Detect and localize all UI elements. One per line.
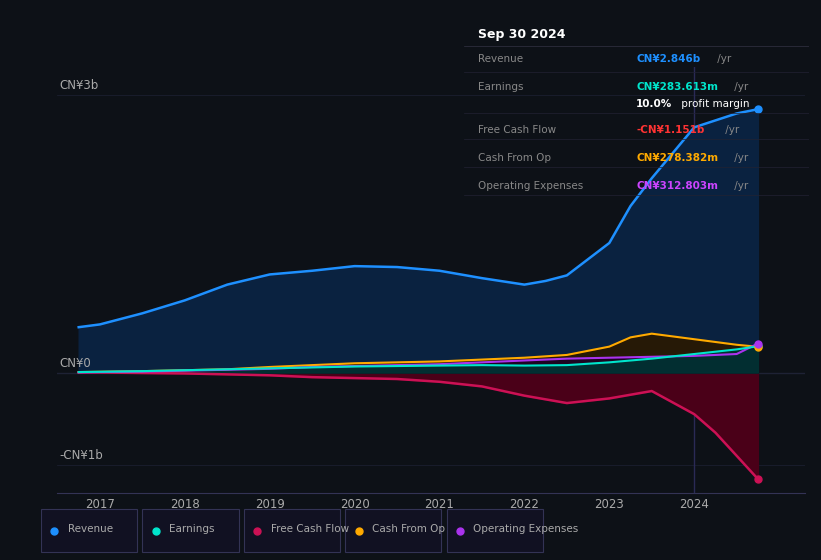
Text: CN¥278.382m: CN¥278.382m (636, 153, 718, 163)
Text: 10.0%: 10.0% (636, 100, 672, 110)
Text: CN¥312.803m: CN¥312.803m (636, 181, 718, 191)
Text: CN¥283.613m: CN¥283.613m (636, 82, 718, 92)
Text: profit margin: profit margin (677, 100, 749, 110)
Text: Free Cash Flow: Free Cash Flow (478, 125, 556, 136)
Text: CN¥3b: CN¥3b (59, 79, 99, 92)
Text: -CN¥1.151b: -CN¥1.151b (636, 125, 704, 136)
Text: Free Cash Flow: Free Cash Flow (271, 524, 349, 534)
Text: CN¥0: CN¥0 (59, 357, 91, 370)
Text: /yr: /yr (731, 181, 749, 191)
Text: /yr: /yr (731, 153, 749, 163)
Text: /yr: /yr (722, 125, 740, 136)
FancyBboxPatch shape (143, 509, 239, 552)
Text: -CN¥1b: -CN¥1b (59, 449, 103, 462)
Text: CN¥2.846b: CN¥2.846b (636, 54, 700, 64)
FancyBboxPatch shape (41, 509, 137, 552)
Text: Revenue: Revenue (478, 54, 523, 64)
Text: /yr: /yr (713, 54, 732, 64)
Text: Sep 30 2024: Sep 30 2024 (478, 28, 565, 41)
FancyBboxPatch shape (244, 509, 340, 552)
Text: Earnings: Earnings (169, 524, 214, 534)
Text: Cash From Op: Cash From Op (478, 153, 551, 163)
Text: Revenue: Revenue (68, 524, 112, 534)
Text: Earnings: Earnings (478, 82, 523, 92)
Text: /yr: /yr (731, 82, 749, 92)
FancyBboxPatch shape (447, 509, 543, 552)
Text: Operating Expenses: Operating Expenses (478, 181, 583, 191)
Text: Cash From Op: Cash From Op (372, 524, 445, 534)
Text: Operating Expenses: Operating Expenses (474, 524, 579, 534)
FancyBboxPatch shape (346, 509, 442, 552)
